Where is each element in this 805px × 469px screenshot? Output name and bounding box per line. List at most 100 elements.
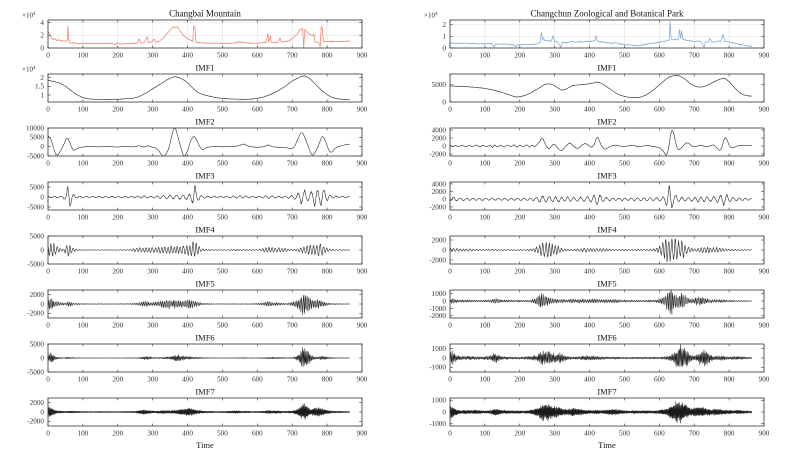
svg-text:400: 400	[584, 214, 595, 222]
svg-text:800: 800	[724, 160, 735, 168]
svg-text:900: 900	[357, 322, 368, 330]
svg-text:500: 500	[217, 214, 228, 222]
svg-text:2000: 2000	[432, 236, 447, 244]
subplot-changchun-imf5: 0 100 200 300 400 500 600 700 800 900-2000-100001…	[429, 279, 770, 330]
svg-text:700: 700	[689, 430, 700, 438]
svg-text:300: 300	[549, 376, 560, 384]
svg-text:0: 0	[442, 297, 446, 305]
svg-text:200: 200	[112, 106, 123, 114]
svg-text:600: 600	[654, 160, 665, 168]
svg-text:0: 0	[448, 214, 452, 222]
subplot-changchun-imf6: 0 100 200 300 400 500 600 700 800 900-100001000IM…	[429, 333, 770, 384]
svg-text:4000: 4000	[432, 180, 447, 188]
subplot-changbai-imf5: 0 100 200 300 400 500 600 700 800 900-200002000IM…	[27, 279, 368, 330]
svg-text:2000: 2000	[432, 134, 447, 142]
svg-text:700: 700	[287, 322, 298, 330]
svg-text:500: 500	[217, 268, 228, 276]
svg-text:2: 2	[40, 32, 44, 40]
svg-text:100: 100	[77, 214, 88, 222]
svg-text:0: 0	[442, 408, 446, 416]
svg-text:IMF2: IMF2	[195, 117, 214, 127]
svg-text:0: 0	[40, 246, 44, 254]
svg-text:200: 200	[112, 376, 123, 384]
svg-text:400: 400	[584, 160, 595, 168]
svg-text:900: 900	[357, 430, 368, 438]
svg-text:1.5: 1.5	[35, 83, 44, 91]
svg-text:200: 200	[112, 322, 123, 330]
svg-text:300: 300	[147, 52, 158, 60]
svg-text:700: 700	[689, 160, 700, 168]
svg-text:0: 0	[442, 354, 446, 362]
svg-text:400: 400	[584, 430, 595, 438]
svg-text:×104: ×104	[22, 66, 36, 74]
svg-text:500: 500	[217, 376, 228, 384]
svg-text:400: 400	[182, 52, 193, 60]
svg-text:2000: 2000	[30, 399, 45, 407]
svg-text:600: 600	[654, 52, 665, 60]
svg-text:900: 900	[357, 214, 368, 222]
svg-text:0: 0	[46, 160, 50, 168]
svg-text:300: 300	[147, 430, 158, 438]
svg-text:600: 600	[252, 214, 263, 222]
svg-text:500: 500	[619, 214, 630, 222]
svg-text:0: 0	[40, 143, 44, 151]
svg-text:300: 300	[549, 430, 560, 438]
svg-text:900: 900	[759, 376, 770, 384]
subplot-changchun-imf2: 0 100 200 300 400 500 600 700 800 900-20000200040…	[429, 117, 770, 168]
subplot-changchun-source-signal: 0 100 200 300 400 500 600 700 800 900 0 1 2 Changchun…	[424, 9, 770, 60]
svg-text:600: 600	[252, 160, 263, 168]
svg-text:0: 0	[448, 322, 452, 330]
svg-text:0: 0	[448, 268, 452, 276]
svg-text:800: 800	[322, 268, 333, 276]
svg-text:400: 400	[584, 322, 595, 330]
subplot-changbai-imf1: 0 100 200 300 400 500 600 700 800 900 11.52 IMF1 ×10…	[22, 63, 368, 114]
svg-text:Time: Time	[196, 440, 214, 450]
svg-text:100: 100	[479, 268, 490, 276]
svg-text:-5000: -5000	[27, 152, 44, 160]
svg-text:800: 800	[322, 430, 333, 438]
svg-text:4: 4	[40, 19, 44, 27]
svg-text:800: 800	[322, 106, 333, 114]
subplot-changchun-imf7: 0 100 200 300 400 500 600 700 800 900-100001000IM…	[429, 387, 770, 451]
svg-text:×104: ×104	[22, 12, 36, 20]
svg-text:500: 500	[619, 430, 630, 438]
svg-text:600: 600	[252, 52, 263, 60]
svg-text:2: 2	[40, 74, 44, 82]
svg-text:600: 600	[252, 268, 263, 276]
svg-text:900: 900	[357, 52, 368, 60]
svg-text:5000: 5000	[30, 232, 45, 240]
svg-text:800: 800	[724, 268, 735, 276]
svg-text:300: 300	[147, 268, 158, 276]
svg-text:300: 300	[549, 322, 560, 330]
svg-text:IMF3: IMF3	[195, 171, 214, 181]
svg-text:700: 700	[287, 52, 298, 60]
svg-text:900: 900	[357, 376, 368, 384]
svg-text:4000: 4000	[432, 126, 447, 134]
svg-text:100: 100	[77, 52, 88, 60]
svg-text:500: 500	[619, 322, 630, 330]
svg-text:100: 100	[77, 106, 88, 114]
svg-text:800: 800	[322, 376, 333, 384]
svg-text:Changbai Mountain: Changbai Mountain	[169, 9, 241, 19]
svg-text:IMF5: IMF5	[597, 279, 616, 289]
changchun-column: 0 100 200 300 400 500 600 700 800 900 0 1 2 Changchun…	[406, 8, 804, 452]
svg-text:0: 0	[442, 196, 446, 204]
svg-text:1000: 1000	[432, 397, 447, 405]
svg-text:500: 500	[619, 160, 630, 168]
svg-text:IMF6: IMF6	[195, 333, 214, 343]
svg-text:0: 0	[442, 44, 446, 52]
svg-text:300: 300	[147, 160, 158, 168]
svg-text:300: 300	[147, 106, 158, 114]
svg-text:0: 0	[448, 376, 452, 384]
svg-text:800: 800	[724, 376, 735, 384]
svg-text:-2000: -2000	[429, 203, 446, 211]
svg-text:0: 0	[46, 214, 50, 222]
changbai-column: 0 100 200 300 400 500 600 700 800 900 0 2 4 Changbai …	[4, 8, 402, 452]
svg-text:500: 500	[619, 106, 630, 114]
svg-text:600: 600	[654, 106, 665, 114]
svg-text:IMF4: IMF4	[597, 225, 617, 235]
svg-text:0: 0	[46, 322, 50, 330]
svg-text:900: 900	[759, 106, 770, 114]
svg-text:300: 300	[549, 160, 560, 168]
svg-text:500: 500	[217, 430, 228, 438]
